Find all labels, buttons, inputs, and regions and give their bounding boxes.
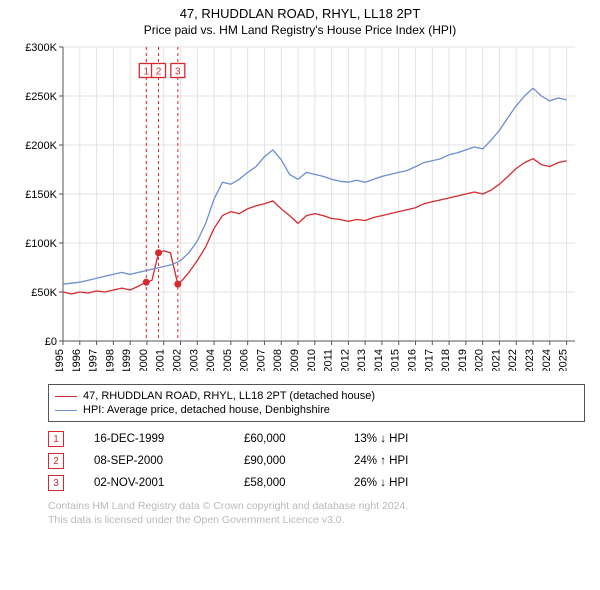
svg-text:1: 1 [143,67,149,78]
chart-title: 47, RHUDDLAN ROAD, RHYL, LL18 2PT [0,0,600,21]
svg-text:2010: 2010 [306,349,318,371]
sales-list: 1 16-DEC-1999£60,00013% ↓ HPI 2 08-SEP-2000… [48,428,585,494]
svg-text:2014: 2014 [373,349,385,371]
legend-swatch [55,410,77,411]
svg-text:2015: 2015 [390,349,402,371]
sale-delta: 13% ↓ HPI [354,433,408,445]
svg-text:2016: 2016 [407,349,419,371]
sale-marker: 1 [48,431,64,447]
disclaimer-line2: This data is licensed under the Open Gov… [48,514,585,528]
legend-item: 47, RHUDDLAN ROAD, RHYL, LL18 2PT (detac… [55,389,578,403]
svg-text:1999: 1999 [121,349,133,371]
svg-text:£0: £0 [45,336,57,348]
svg-text:2000: 2000 [138,349,150,371]
svg-text:2005: 2005 [222,349,234,371]
sale-row: 1 16-DEC-1999£60,00013% ↓ HPI [48,428,585,450]
svg-text:£200K: £200K [25,140,57,152]
sale-delta: 24% ↑ HPI [354,455,408,467]
sale-date: 08-SEP-2000 [94,455,244,467]
svg-text:1998: 1998 [104,349,116,371]
legend-item: HPI: Average price, detached house, Denb… [55,403,578,417]
svg-text:2011: 2011 [323,349,335,371]
svg-text:1997: 1997 [88,349,100,371]
svg-text:2007: 2007 [255,349,267,371]
svg-text:£100K: £100K [25,238,57,250]
svg-text:2022: 2022 [507,349,519,371]
sale-row: 2 08-SEP-2000£90,00024% ↑ HPI [48,450,585,472]
chart-svg: £0 £50K £100K £150K £200K £250K £300K 1995 1996 1… [15,41,585,371]
svg-text:2025: 2025 [558,349,570,371]
svg-text:£250K: £250K [25,91,57,103]
legend-label: HPI: Average price, detached house, Denb… [83,404,330,416]
sale-marker: 3 [48,475,64,491]
svg-text:2017: 2017 [423,349,435,371]
legend: 47, RHUDDLAN ROAD, RHYL, LL18 2PT (detac… [48,384,585,422]
disclaimer: Contains HM Land Registry data © Crown c… [48,500,585,527]
sale-marker: 2 [48,453,64,469]
svg-text:2001: 2001 [155,349,167,371]
svg-text:2: 2 [156,67,162,78]
sale-row: 3 02-NOV-2001£58,00026% ↓ HPI [48,472,585,494]
disclaimer-line1: Contains HM Land Registry data © Crown c… [48,500,585,514]
svg-text:1995: 1995 [54,349,66,371]
svg-text:2019: 2019 [457,349,469,371]
sale-date: 16-DEC-1999 [94,433,244,445]
svg-text:2004: 2004 [205,349,217,371]
svg-text:2023: 2023 [524,349,536,371]
sale-price: £60,000 [244,433,354,445]
svg-text:3: 3 [175,67,181,78]
sale-delta: 26% ↓ HPI [354,477,408,489]
svg-text:2006: 2006 [239,349,251,371]
svg-text:1996: 1996 [71,349,83,371]
sale-date: 02-NOV-2001 [94,477,244,489]
svg-text:£300K: £300K [25,42,57,54]
chart-plot: £0 £50K £100K £150K £200K £250K £300K 1995 1996 1… [15,41,585,376]
legend-label: 47, RHUDDLAN ROAD, RHYL, LL18 2PT (detac… [83,390,375,402]
svg-text:2021: 2021 [490,349,502,371]
svg-text:£50K: £50K [31,287,57,299]
svg-text:2009: 2009 [289,349,301,371]
sale-price: £90,000 [244,455,354,467]
svg-text:2018: 2018 [440,349,452,371]
chart-subtitle: Price paid vs. HM Land Registry's House … [0,21,600,41]
legend-swatch [55,396,77,397]
sale-price: £58,000 [244,477,354,489]
svg-text:2008: 2008 [272,349,284,371]
svg-text:2013: 2013 [356,349,368,371]
svg-text:2012: 2012 [339,349,351,371]
svg-text:2003: 2003 [188,349,200,371]
chart-container: 47, RHUDDLAN ROAD, RHYL, LL18 2PT Price … [0,0,600,590]
svg-text:2024: 2024 [541,349,553,371]
svg-text:£150K: £150K [25,189,57,201]
svg-text:2020: 2020 [474,349,486,371]
svg-text:2002: 2002 [172,349,184,371]
